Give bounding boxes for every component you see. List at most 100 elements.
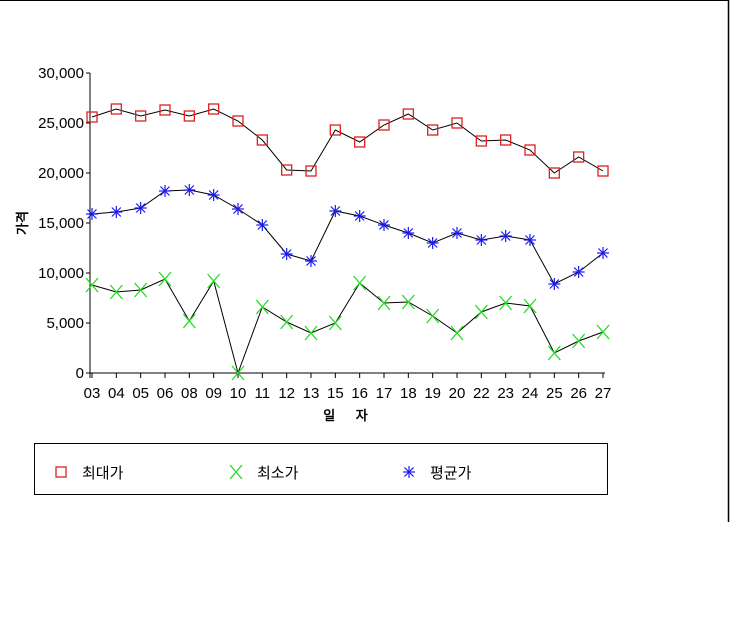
- marker-stroke: [499, 295, 513, 311]
- data-point-square: [597, 165, 609, 177]
- y-tick-label: 25,000: [38, 115, 84, 132]
- data-point-asterisk: [426, 237, 439, 249]
- y-axis-title: 가격: [16, 211, 31, 235]
- data-point-square: [159, 104, 171, 116]
- data-point-square: [402, 108, 414, 120]
- marker-stroke: [572, 333, 586, 349]
- marker-stroke: [379, 220, 389, 230]
- x-tick-label: 04: [108, 385, 125, 402]
- data-point-x: [547, 345, 561, 361]
- x-tick-label: 18: [400, 385, 417, 402]
- data-point-square: [55, 466, 67, 478]
- data-point-asterisk: [499, 230, 512, 242]
- marker-stroke: [182, 313, 196, 329]
- data-point-x: [109, 284, 123, 300]
- data-point-square: [86, 111, 98, 123]
- marker-stroke: [573, 267, 584, 277]
- data-point-x: [255, 299, 269, 315]
- x-tick-label: 20: [449, 385, 466, 402]
- data-point-square: [208, 103, 220, 115]
- data-point-asterisk: [524, 234, 536, 246]
- data-point-asterisk: [232, 203, 244, 215]
- marker-stroke: [549, 279, 560, 289]
- marker-stroke: [403, 228, 414, 238]
- data-point-x: [182, 313, 196, 329]
- data-point-square: [475, 135, 487, 147]
- marker-stroke: [523, 298, 537, 314]
- marker-stroke: [231, 365, 245, 381]
- series-line: [91, 278, 604, 375]
- y-tick-label: 15,000: [38, 215, 84, 232]
- data-point-asterisk: [402, 227, 415, 239]
- data-point-asterisk: [110, 206, 123, 218]
- marker-stroke: [184, 185, 195, 195]
- marker-stroke: [500, 231, 511, 241]
- legend-box: [34, 443, 608, 495]
- marker-stroke: [450, 325, 464, 341]
- y-tick-label: 20,000: [38, 165, 84, 182]
- x-tick-label: 05: [132, 385, 149, 402]
- data-point-square: [573, 151, 585, 163]
- data-point-x: [304, 325, 318, 341]
- marker-stroke: [401, 294, 415, 310]
- x-axis-ticks: 03 04 05 06 08 09 10 11 12 13 15 16 17 18 19 20 22 23 24 25…: [84, 373, 612, 402]
- data-point-x: [401, 294, 415, 310]
- series-line: [91, 108, 604, 174]
- data-point-asterisk: [451, 227, 463, 239]
- marker-stroke: [158, 271, 172, 287]
- x-tick-label: 08: [181, 385, 198, 402]
- data-point-x: [596, 324, 610, 340]
- x-tick-label: 11: [255, 385, 271, 402]
- marker-stroke: [255, 299, 269, 315]
- data-point-asterisk: [183, 184, 196, 196]
- x-tick-label: 09: [205, 385, 222, 402]
- data-point-asterisk: [403, 466, 415, 478]
- marker-stroke: [427, 238, 438, 248]
- data-point-x: [499, 295, 513, 311]
- data-point-asterisk: [329, 205, 342, 217]
- data-point-x: [474, 304, 488, 320]
- x-tick-label: 16: [351, 385, 368, 402]
- data-point-square: [256, 134, 268, 146]
- data-point-asterisk: [572, 266, 585, 278]
- marker-stroke: [547, 345, 561, 361]
- data-point-x: [134, 282, 148, 298]
- marker-stroke: [87, 209, 97, 219]
- data-point-square: [500, 134, 512, 146]
- marker-stroke: [377, 295, 391, 311]
- x-tick-label: 22: [473, 385, 490, 402]
- data-point-asterisk: [134, 202, 147, 214]
- x-tick-label: 06: [157, 385, 174, 402]
- marker-stroke: [304, 325, 318, 341]
- data-point-x: [280, 314, 294, 330]
- data-point-asterisk: [159, 185, 171, 197]
- marker-stroke: [85, 277, 99, 293]
- y-tick-label: 0: [76, 365, 84, 382]
- x-tick-label: 13: [303, 385, 320, 402]
- legend-label: 최대가: [82, 464, 124, 482]
- x-tick-label: 12: [278, 385, 295, 402]
- x-axis-title: 일 자: [323, 409, 375, 424]
- series-3: [86, 184, 609, 290]
- x-tick-label: 26: [570, 385, 587, 402]
- legend-item-1: 최대가: [55, 464, 124, 482]
- data-point-x: [377, 295, 391, 311]
- marker-stroke: [257, 220, 268, 230]
- data-point-square: [451, 117, 463, 129]
- data-point-asterisk: [86, 208, 98, 220]
- chart-axes: [86, 73, 605, 378]
- data-point-x: [207, 273, 221, 289]
- data-point-square: [329, 124, 341, 136]
- x-tick-label: 23: [497, 385, 514, 402]
- x-tick-label: 10: [230, 385, 247, 402]
- y-tick-label: 30,000: [38, 65, 84, 82]
- x-tick-label: 15: [327, 385, 344, 402]
- data-point-x: [328, 315, 342, 331]
- data-point-x: [353, 275, 367, 291]
- data-point-x: [85, 277, 99, 293]
- x-tick-label: 27: [595, 385, 612, 402]
- y-tick-label: 10,000: [38, 265, 84, 282]
- marker-stroke: [135, 203, 146, 213]
- data-point-asterisk: [548, 278, 561, 290]
